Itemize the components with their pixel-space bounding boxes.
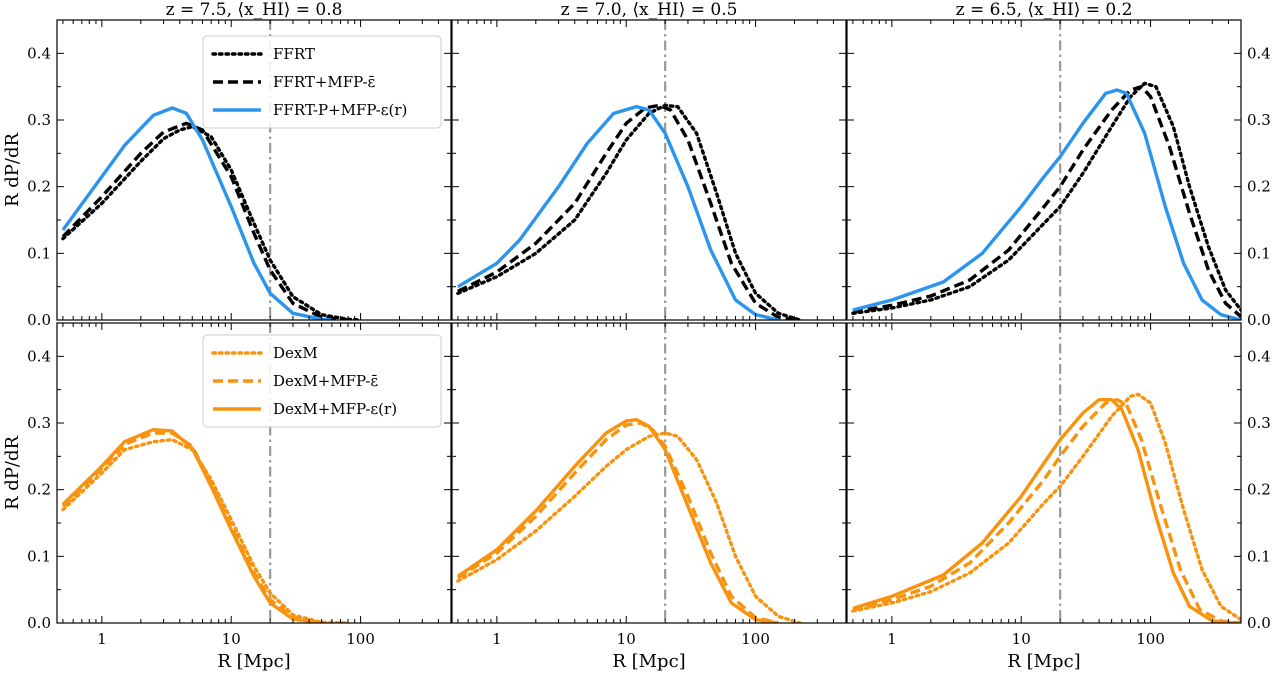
- panel-ffrt-2: [451, 19, 847, 321]
- series-line-solid: [61, 427, 322, 623]
- panel-ffrt-1: [56, 19, 452, 321]
- panel-dexm-2: 1 10 100 R [Mpc]: [451, 322, 847, 672]
- y-tick-label-right: 0.2: [1247, 481, 1271, 499]
- y-tick-label-right: 0.0: [1247, 311, 1271, 329]
- legend-label: FFRT-P+MFP-ε(r): [273, 101, 407, 119]
- panel-title: z = 7.0, ⟨x_HI⟩ = 0.5: [561, 0, 738, 20]
- y-tick-label-right: 0.4: [1247, 44, 1271, 62]
- series-line-dotted: [456, 431, 802, 623]
- panel-frame: [846, 322, 1242, 624]
- legend-label: DexM+MFP-ε̄: [273, 372, 378, 390]
- y-tick-label-right: 0.2: [1247, 178, 1271, 196]
- series-line-dotted: [456, 103, 802, 320]
- y-tick-label-left: 0.2: [27, 178, 51, 196]
- x-axis-label: R [Mpc]: [1007, 651, 1080, 672]
- series-line-dotted: [851, 81, 1241, 316]
- x-tick-label: 1: [887, 630, 897, 648]
- y-tick-label-left: 0.2: [27, 481, 51, 499]
- x-tick-label: 100: [741, 630, 770, 648]
- series-line-dashed: [457, 421, 779, 623]
- y-tick-label-right: 0.4: [1247, 347, 1271, 365]
- legend-ffrt: FFRT FFRT+MFP-ε̄ FFRT-P+MFP-ε(r): [202, 35, 442, 129]
- y-tick-label-left: 0.0: [27, 614, 51, 632]
- x-tick-label: 100: [1136, 630, 1165, 648]
- series-line-dashed: [61, 121, 349, 320]
- x-tick-label: 100: [346, 630, 375, 648]
- y-tick-label-left: 0.4: [27, 44, 51, 62]
- panel-frame: [56, 322, 452, 624]
- panel-frame: [56, 19, 452, 321]
- y-axis-label: R dP/dR: [2, 436, 23, 510]
- x-tick-label: 1: [97, 630, 107, 648]
- y-axis-label: R dP/dR: [2, 133, 23, 207]
- legend-box: [202, 334, 442, 428]
- series-line-solid: [852, 397, 1236, 623]
- y-tick-label-left: 0.0: [27, 311, 51, 329]
- legend-label: FFRT: [273, 45, 315, 63]
- y-tick-label-left: 0.1: [27, 547, 51, 565]
- x-tick-label: 10: [222, 630, 241, 648]
- y-tick-label-left: 0.4: [27, 347, 51, 365]
- x-axis-label: R [Mpc]: [217, 651, 290, 672]
- legend-box: [202, 35, 442, 129]
- legend-label: FFRT+MFP-ε̄: [273, 73, 376, 91]
- series-line-dotted: [61, 437, 350, 623]
- y-tick-label-right: 0.0: [1247, 614, 1271, 632]
- panel-frame: [451, 322, 847, 624]
- series-line-dotted: [61, 124, 363, 320]
- panel-ffrt-3: [846, 19, 1242, 321]
- y-tick-label-left: 0.1: [27, 244, 51, 262]
- x-tick-label: 1: [492, 630, 502, 648]
- x-tick-label: 10: [617, 630, 636, 648]
- series-line-solid: [457, 104, 779, 320]
- x-tick-label: 10: [1012, 630, 1031, 648]
- panel-frame: [451, 19, 847, 321]
- series-line-solid: [61, 106, 332, 320]
- y-tick-label-right: 0.3: [1247, 111, 1271, 129]
- series-line-solid: [852, 88, 1241, 320]
- series-line-dotted: [851, 392, 1241, 622]
- panel-dexm-1: 1 10 100 R [Mpc]: [56, 322, 452, 672]
- y-tick-label-left: 0.3: [27, 111, 51, 129]
- legend-label: DexM: [273, 344, 318, 362]
- panel-title: z = 7.5, ⟨x_HI⟩ = 0.8: [166, 0, 343, 20]
- legend-label: DexM+MFP-ε(r): [273, 400, 397, 418]
- y-tick-label-right: 0.1: [1247, 244, 1271, 262]
- series-line-dashed: [852, 84, 1241, 318]
- x-axis-label: R [Mpc]: [612, 651, 685, 672]
- series-line-dashed: [457, 103, 795, 320]
- panel-dexm-3: 1 10 100 R [Mpc]: [846, 322, 1242, 672]
- panel-title: z = 6.5, ⟨x_HI⟩ = 0.2: [956, 0, 1133, 20]
- y-tick-label-right: 0.1: [1247, 547, 1271, 565]
- y-tick-label-right: 0.3: [1247, 414, 1271, 432]
- series-line-dashed: [61, 431, 322, 623]
- panel-frame: [846, 19, 1242, 321]
- y-tick-label-left: 0.3: [27, 414, 51, 432]
- series-line-dashed: [852, 397, 1241, 623]
- legend-dexm: DexM DexM+MFP-ε̄ DexM+MFP-ε(r): [202, 334, 442, 428]
- series-line-solid: [456, 417, 779, 623]
